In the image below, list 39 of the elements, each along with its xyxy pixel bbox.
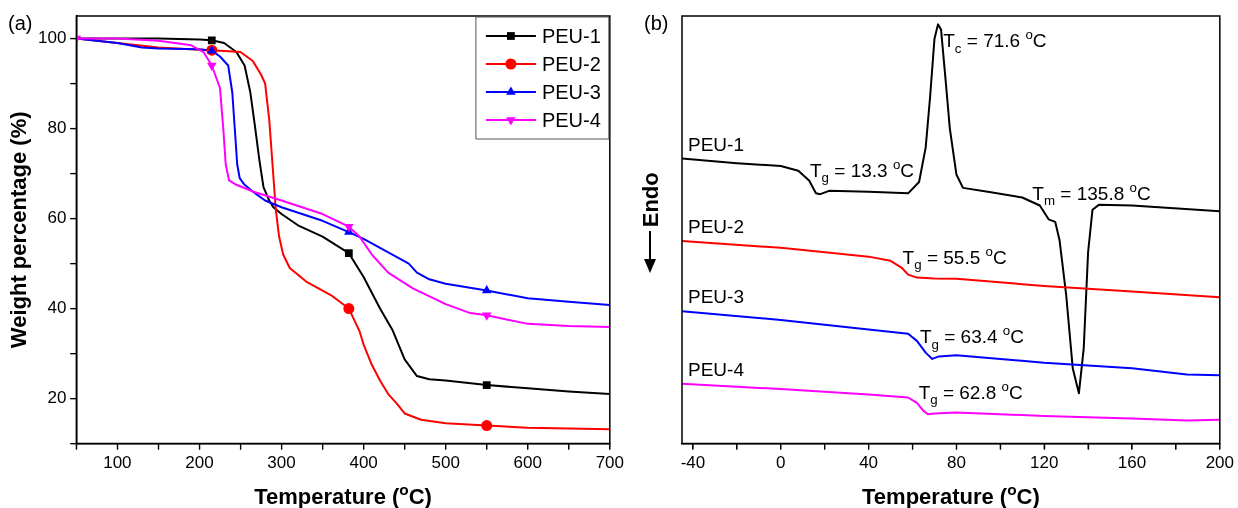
series-label: PEU-4: [688, 358, 745, 380]
point: [343, 303, 355, 315]
y-axis-title: Endo: [638, 172, 663, 228]
y-tick-label: 100: [37, 28, 67, 48]
point: [207, 62, 217, 72]
y-tick-label: 60: [47, 208, 67, 228]
point: [207, 36, 216, 45]
x-tick-label: 200: [185, 453, 214, 473]
x-tick-label: 100: [103, 453, 132, 473]
point: [481, 312, 492, 321]
series-label: PEU-1: [688, 133, 744, 155]
y-tick-label: 80: [47, 118, 67, 138]
x-tick-label: 40: [859, 453, 879, 473]
x-tick-label: 80: [946, 453, 966, 473]
legend-label: PEU-3: [541, 81, 601, 103]
point: [482, 381, 491, 389]
text: (a): [8, 12, 33, 34]
x-tick-label: 500: [431, 453, 460, 473]
x-tick-label: 300: [267, 453, 296, 473]
point: [481, 420, 493, 432]
x-tick-label: 160: [1117, 453, 1147, 473]
x-tick-label: 700: [595, 453, 625, 473]
series-label: PEU-3: [688, 286, 744, 308]
legend-label: PEU-2: [541, 53, 601, 75]
x-tick-label: 400: [349, 453, 378, 473]
y-tick-label: 40: [47, 298, 67, 318]
series-label: PEU-2: [688, 216, 744, 238]
text: (b): [644, 12, 669, 34]
x-tick-label: 120: [1030, 453, 1059, 473]
x-tick-label: -40: [680, 453, 706, 473]
point: [481, 285, 492, 294]
legend-label: PEU-4: [541, 109, 601, 131]
y-tick-label: 20: [47, 388, 67, 408]
point: [344, 249, 353, 258]
legend-label: PEU-1: [541, 25, 601, 47]
x-tick-label: 0: [776, 453, 786, 473]
x-tick-label: 600: [513, 453, 542, 473]
x-tick-label: 200: [1205, 453, 1235, 473]
y-axis-title: Weight percentage (%): [6, 111, 31, 349]
